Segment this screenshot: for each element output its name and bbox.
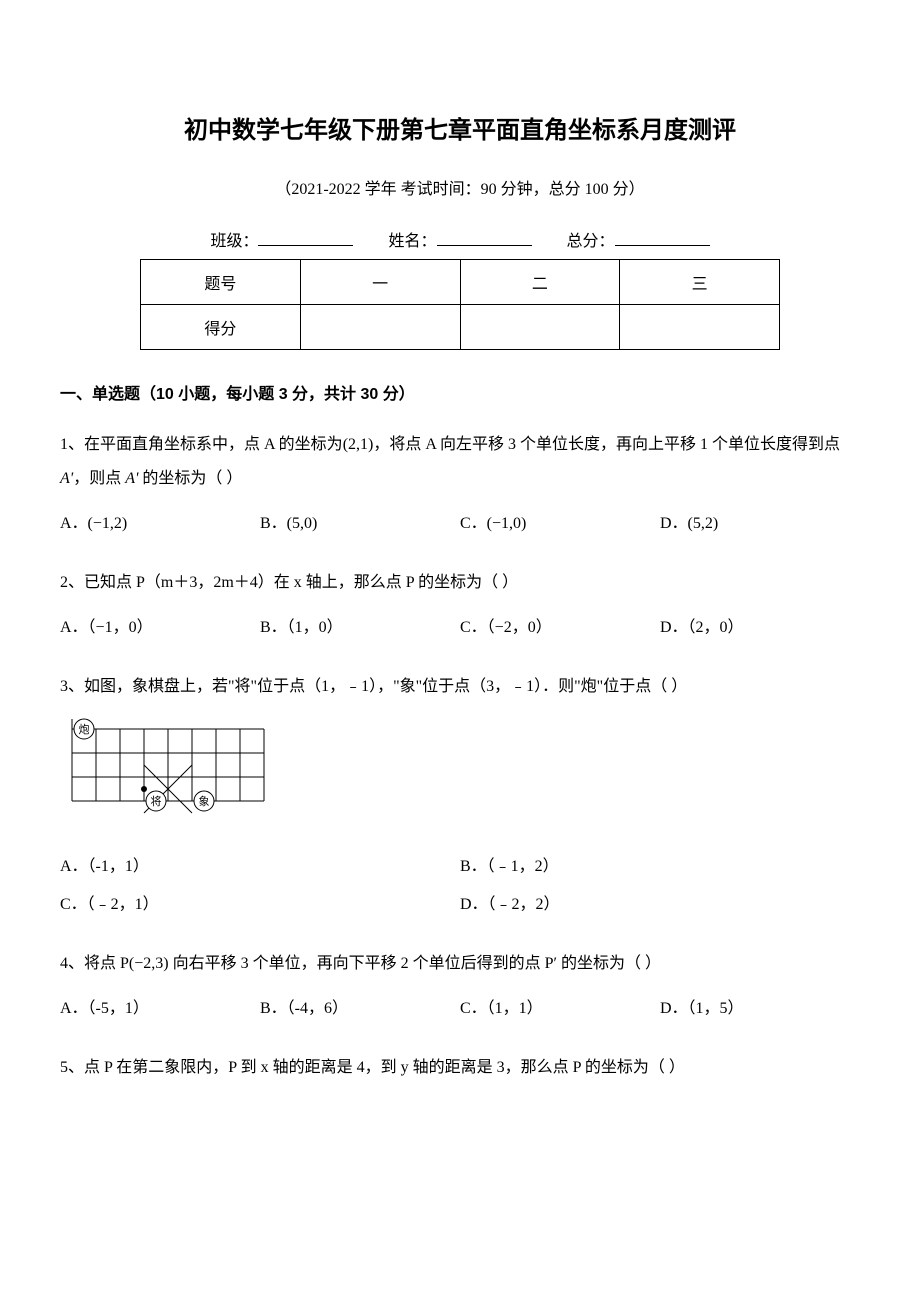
q4-text: 4、将点 P(−2,3) 向右平移 3 个单位，再向下平移 2 个单位后得到的点… (60, 947, 860, 981)
section-1-header: 一、单选题（10 小题，每小题 3 分，共计 30 分） (60, 380, 860, 404)
name-blank: 姓名： (388, 227, 531, 251)
q1-aprime1: A' (60, 470, 73, 487)
q3-optC: C．（﹣2，1） (60, 886, 460, 924)
q2-optB: B．（1，0） (260, 609, 460, 647)
q3-optB: B．（﹣1，2） (460, 848, 860, 886)
name-blank-line (437, 228, 532, 246)
total-blank-line (615, 228, 710, 246)
q2-optA: A．（−1，0） (60, 609, 260, 647)
q4-optB: B．（-4，6） (260, 990, 460, 1028)
chessboard-figure: 炮将 象 (60, 717, 860, 830)
q1-pre: 1、在平面直角坐标系中，点 A 的坐标为 (60, 436, 343, 453)
question-4: 4、将点 P(−2,3) 向右平移 3 个单位，再向下平移 2 个单位后得到的点… (60, 947, 860, 1029)
q1-optA: A．(−1,2) (60, 505, 260, 543)
q1-optC: C．(−1,0) (460, 505, 660, 543)
table-row: 得分 (141, 305, 780, 350)
row1-label: 题号 (141, 260, 301, 305)
exam-subtitle: （2021-2022 学年 考试时间：90 分钟，总分 100 分） (60, 175, 860, 199)
q1-coord: (2,1) (343, 436, 374, 453)
class-label: 班级： (210, 227, 258, 251)
q5-text: 5、点 P 在第二象限内，P 到 x 轴的距离是 4，到 y 轴的距离是 3，那… (60, 1051, 860, 1085)
q1-options: A．(−1,2) B．(5,0) C．(−1,0) D．(5,2) (60, 505, 860, 543)
row2-col1 (300, 305, 460, 350)
q3-text: 3、如图，象棋盘上，若"将"位于点（1，﹣1），"象"位于点（3，﹣1）．则"炮… (60, 670, 860, 704)
class-blank-line (258, 228, 353, 246)
q4-optC: C．（1，1） (460, 990, 660, 1028)
score-table: 题号 一 二 三 得分 (140, 259, 780, 350)
q2-text: 2、已知点 P（m＋3，2m＋4）在 x 轴上，那么点 P 的坐标为（ ） (60, 566, 860, 600)
class-blank: 班级： (210, 227, 353, 251)
q4-optD: D．（1，5） (660, 990, 860, 1028)
row2-col2 (460, 305, 620, 350)
page-title: 初中数学七年级下册第七章平面直角坐标系月度测评 (60, 110, 860, 145)
q1-text: 1、在平面直角坐标系中，点 A 的坐标为(2,1)，将点 A 向左平移 3 个单… (60, 428, 860, 495)
total-blank: 总分： (567, 227, 710, 251)
q1-mid: ，将点 A 向左平移 3 个单位长度，再向上平移 1 个单位长度得到点 (373, 436, 840, 453)
total-label: 总分： (567, 227, 615, 251)
q2-body: 2、已知点 P（m＋3，2m＋4）在 x 轴上，那么点 P 的坐标为（ ） (60, 574, 518, 591)
svg-text:象: 象 (199, 795, 210, 808)
row1-col1: 一 (300, 260, 460, 305)
q1-end: 的坐标为（ ） (138, 470, 242, 487)
q3-optA: A．（-1，1） (60, 848, 460, 886)
q4-options: A．（-5，1） B．（-4，6） C．（1，1） D．（1，5） (60, 990, 860, 1028)
q4-optA: A．（-5，1） (60, 990, 260, 1028)
row2-col3 (620, 305, 780, 350)
q2-options: A．（−1，0） B．（1，0） C．（−2，0） D．（2，0） (60, 609, 860, 647)
q2-optD: D．（2，0） (660, 609, 860, 647)
row2-label: 得分 (141, 305, 301, 350)
svg-text:炮: 炮 (79, 723, 90, 736)
chessboard-svg: 炮将 象 (60, 717, 270, 817)
question-5: 5、点 P 在第二象限内，P 到 x 轴的距离是 4，到 y 轴的距离是 3，那… (60, 1051, 860, 1085)
q3-body: 3、如图，象棋盘上，若"将"位于点（1，﹣1），"象"位于点（3，﹣1）．则"炮… (60, 678, 687, 695)
name-label: 姓名： (388, 227, 436, 251)
q1-optD: D．(5,2) (660, 505, 860, 543)
svg-text:将: 将 (151, 795, 162, 808)
q2-optC: C．（−2，0） (460, 609, 660, 647)
q1-aprime2: A' (125, 470, 138, 487)
question-2: 2、已知点 P（m＋3，2m＋4）在 x 轴上，那么点 P 的坐标为（ ） A．… (60, 566, 860, 648)
q1-optB: B．(5,0) (260, 505, 460, 543)
q1-mid2: ，则点 (73, 470, 125, 487)
row1-col3: 三 (620, 260, 780, 305)
question-1: 1、在平面直角坐标系中，点 A 的坐标为(2,1)，将点 A 向左平移 3 个单… (60, 428, 860, 544)
info-blanks-row: 班级： 姓名： 总分： (60, 227, 860, 251)
row1-col2: 二 (460, 260, 620, 305)
q5-body: 5、点 P 在第二象限内，P 到 x 轴的距离是 4，到 y 轴的距离是 3，那… (60, 1059, 685, 1076)
q3-options: A．（-1，1） B．（﹣1，2） C．（﹣2，1） D．（﹣2，2） (60, 848, 860, 925)
question-3: 3、如图，象棋盘上，若"将"位于点（1，﹣1），"象"位于点（3，﹣1）．则"炮… (60, 670, 860, 925)
q3-optD: D．（﹣2，2） (460, 886, 860, 924)
table-row: 题号 一 二 三 (141, 260, 780, 305)
q4-body: 4、将点 P(−2,3) 向右平移 3 个单位，再向下平移 2 个单位后得到的点… (60, 955, 661, 972)
